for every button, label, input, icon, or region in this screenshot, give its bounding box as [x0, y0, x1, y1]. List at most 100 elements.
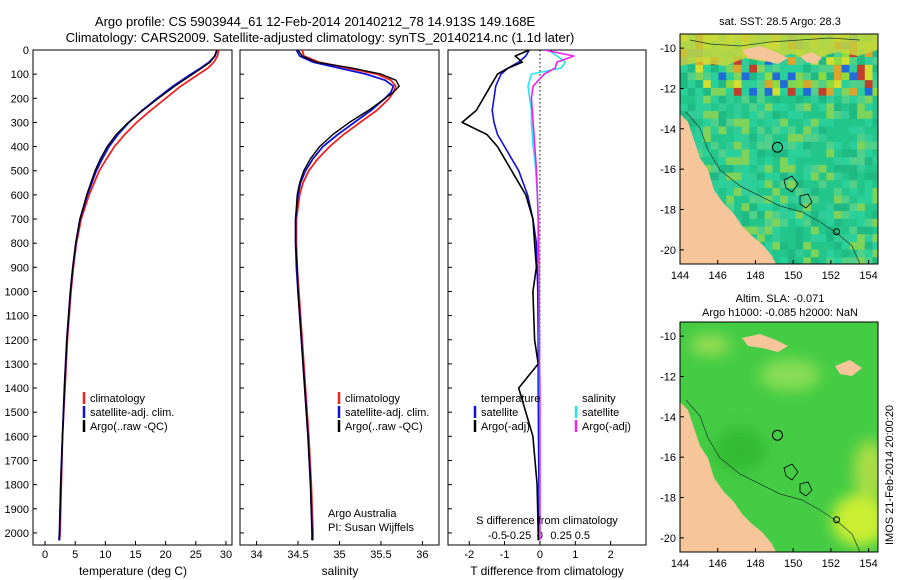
sla-reefs	[783, 463, 813, 497]
depth-axis-ticks: 0 100 200 300 400 500 600 700 800 900 1000 1100 1200…	[5, 45, 37, 540]
credit-line-1: Argo Australia	[328, 508, 397, 520]
lat-tick-label: -18	[660, 205, 676, 217]
depth-tick-label: 200	[11, 93, 29, 105]
difference-depth-ticks	[448, 49, 452, 534]
header-line-1: Argo profile: CS 5903944_61 12-Feb-2014 …	[95, 14, 536, 29]
legend-label-t-satellite: satellite	[481, 407, 518, 419]
legend-label-argo: Argo(..raw -QC)	[90, 421, 168, 433]
sst-argo-position-marker	[771, 141, 783, 153]
depth-tick-label: 900	[11, 262, 29, 274]
depth-tick-label: 1300	[5, 359, 29, 371]
s-diff-argo-line	[530, 50, 575, 541]
sst-map-title: sat. SST: 28.5 Argo: 28.3	[719, 16, 841, 28]
sla-map-title-2: Argo h1000: -0.085 h2000: NaN	[702, 307, 858, 319]
sla-land-islet	[835, 360, 862, 376]
x-tick-label: 34.5	[287, 549, 308, 561]
temperature-axes-frame	[32, 49, 233, 546]
lat-tick-label: -14	[660, 412, 676, 424]
salinity-axis-ticks: 34 34.5 35 35.5 36	[250, 541, 429, 561]
sst-reefs	[783, 175, 813, 209]
x-tick-label: 0	[537, 549, 543, 561]
sla-depth-contour	[685, 399, 861, 552]
legend-label-satellite: satellite-adj. clim.	[90, 407, 174, 419]
t-diff-satellite-line	[491, 50, 541, 541]
sla-map-title-1: Altim. SLA: -0.071	[736, 293, 825, 305]
t-diff-argo-line	[461, 50, 540, 541]
sla-secondary-marker	[833, 516, 841, 524]
x-tick-label: 10	[99, 549, 111, 561]
temperature-xlabel: temperature (deg C)	[79, 564, 187, 578]
salinity-legend: climatology satellite-adj. clim. Argo(..…	[337, 392, 429, 433]
x-tick-label: -2	[464, 549, 474, 561]
sst-land-australia	[680, 114, 776, 264]
legend-label-s-satellite: satellite	[582, 407, 619, 419]
temperature-series	[58, 50, 220, 541]
sst-depth-contour	[685, 111, 861, 264]
depth-tick-label: 1800	[5, 480, 29, 492]
sst-latitude-ticks: -10 -12 -14 -16 -18 -20	[660, 43, 684, 257]
depth-tick-label: 500	[11, 166, 29, 178]
x-tick-label: 20	[160, 549, 172, 561]
x-tick-label: 2	[608, 549, 614, 561]
x-tick-label: 1	[572, 549, 578, 561]
s-tick-label: -0.5	[488, 530, 507, 542]
sst-map-frame	[679, 33, 879, 265]
legend-label-climatology: climatology	[345, 393, 401, 405]
difference-axes-frame	[447, 49, 647, 546]
legend-label-climatology: climatology	[90, 393, 146, 405]
temperature-axis-ticks: 0 5 10 15 20 25 30	[42, 541, 232, 561]
sla-anomaly-blobs	[690, 335, 878, 546]
salinity-depth-ticks	[240, 49, 244, 534]
depth-tick-label: 1900	[5, 504, 29, 516]
x-tick-label: 0	[42, 549, 48, 561]
sla-land-islands	[742, 334, 788, 352]
temperature-panel: 0100200300400500600700800900100011001200…	[5, 45, 233, 578]
lat-tick-label: -16	[660, 164, 676, 176]
difference-series	[461, 50, 575, 541]
s-difference-xlabel: S difference from climatology	[476, 515, 618, 527]
salinity-panel: 34 34.5 35 35.5 36 salinity climatology sate…	[239, 49, 440, 578]
lat-tick-label: -20	[660, 245, 676, 257]
legend-title-temperature: temperature	[481, 393, 540, 405]
sla-map: Altim. SLA: -0.071 Argo h1000: -0.085 h2…	[660, 293, 879, 570]
lon-tick-label: 154	[859, 558, 877, 570]
salinity-line-argo	[294, 50, 400, 541]
depth-tick-label: 1400	[5, 383, 29, 395]
sst-map: sat. SST: 28.5 Argo: 28.3 144 146 148 150 15…	[660, 16, 879, 282]
sst-depth-contour-north	[689, 37, 861, 47]
x-tick-label: 34	[250, 549, 262, 561]
depth-tick-label: 0	[23, 45, 29, 57]
lon-tick-label: 150	[784, 558, 802, 570]
depth-tick-label: 800	[11, 238, 29, 250]
lon-tick-label: 152	[822, 558, 840, 570]
s-tick-label: 0.25	[550, 530, 571, 542]
sla-argo-position-marker	[771, 429, 783, 441]
depth-tick-label: 1100	[5, 311, 29, 323]
sla-land-australia	[680, 402, 776, 552]
lat-tick-label: -18	[660, 493, 676, 505]
depth-tick-label: 1600	[5, 431, 29, 443]
t-difference-axis-ticks: -2 -1 0 1 2	[464, 541, 614, 561]
depth-tick-label: 400	[11, 142, 29, 154]
lon-tick-label: 144	[671, 558, 689, 570]
lat-tick-label: -10	[660, 331, 676, 343]
s-difference-axis-ticks: -0.5 -0.25 0 0.25 0.5	[488, 530, 590, 542]
legend-label-satellite: satellite-adj. clim.	[345, 407, 429, 419]
lat-tick-label: -14	[660, 124, 676, 136]
lon-tick-label: 150	[784, 270, 802, 282]
sst-secondary-marker	[833, 228, 841, 236]
temperature-legend: climatology satellite-adj. clim. Argo(..…	[82, 392, 174, 433]
sst-land-islands	[742, 46, 788, 64]
sst-longitude-ticks: 144 146 148 150 152 154	[671, 260, 878, 282]
lon-tick-label: 152	[822, 270, 840, 282]
lon-tick-label: 148	[746, 558, 764, 570]
credit-line-2: PI: Susan Wijffels	[328, 522, 414, 534]
lat-tick-label: -16	[660, 452, 676, 464]
header-line-2: Climatology: CARS2009. Satellite-adjuste…	[66, 30, 575, 45]
difference-legend: temperature satellite Argo(-adj) salinit…	[473, 393, 631, 433]
x-tick-label: -1	[500, 549, 510, 561]
depth-tick-label: 1500	[5, 407, 29, 419]
sst-warm-band	[680, 34, 878, 66]
legend-label-argo: Argo(..raw -QC)	[345, 421, 423, 433]
